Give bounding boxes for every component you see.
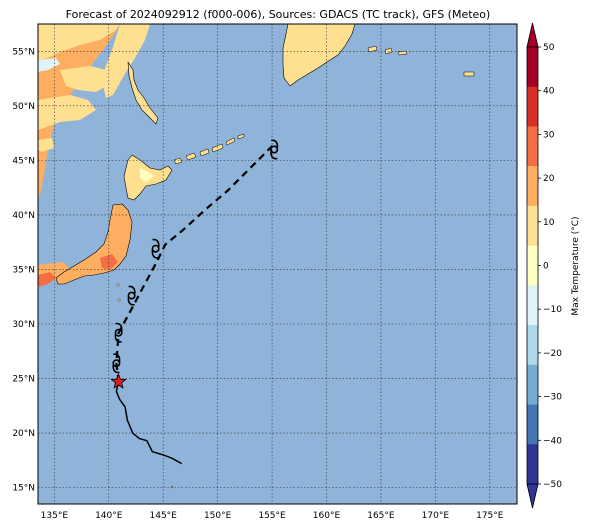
- kamchatka-peninsula: [282, 24, 356, 87]
- cyclone-arm-lower: [112, 364, 120, 374]
- cyclone-eye: [270, 145, 279, 154]
- lon-tick-label: 175°E: [476, 511, 504, 521]
- cyclone-arm-upper: [271, 139, 279, 149]
- cyclone-eye: [112, 359, 121, 368]
- cyclone-arm-upper: [128, 285, 136, 295]
- colorbar-segment: [527, 364, 538, 405]
- lon-tick-label: 145°E: [150, 511, 178, 521]
- lat-tick-label: 15°N: [12, 484, 35, 494]
- colorbar-segment: [527, 126, 538, 167]
- cyclone-arm-upper: [115, 322, 123, 332]
- colorbar-tick-label: −20: [543, 349, 562, 359]
- current-position-star-icon: [110, 373, 127, 389]
- axis-tick-labels: 135°E 140°E 145°E 150°E 155°E 160°E 165°E 170°E…: [12, 47, 503, 521]
- map-gridlines: [38, 24, 517, 504]
- colorbar-segment: [527, 47, 538, 88]
- colorbar-segment: [527, 166, 538, 207]
- lat-tick-label: 40°N: [12, 211, 35, 221]
- cyclone-arm-lower: [127, 296, 135, 306]
- lon-tick-label: 165°E: [367, 511, 395, 521]
- colorbar-upper-arrow: [526, 22, 539, 48]
- colorbar-lower-arrow: [526, 483, 539, 509]
- colorbar-tick-label: 40: [543, 87, 555, 97]
- colorbar-tick-label: −30: [543, 393, 562, 403]
- tropical-cyclone-icon: [114, 322, 123, 343]
- colorbar-tick-label: 20: [543, 174, 555, 184]
- izu-islands: [116, 283, 174, 489]
- lat-tick-label: 25°N: [12, 375, 35, 385]
- colorbar-segment: [527, 86, 538, 127]
- lat-tick-label: 55°N: [12, 47, 35, 57]
- lat-tick-label: 45°N: [12, 156, 35, 166]
- lon-tick-label: 170°E: [422, 511, 450, 521]
- lon-tick-label: 140°E: [95, 511, 123, 521]
- colorbar-tick-label: −10: [543, 305, 562, 315]
- lon-tick-label: 135°E: [41, 511, 69, 521]
- lat-tick-label: 20°N: [12, 429, 35, 439]
- tropical-cyclone-icon: [270, 139, 279, 160]
- colorbar-segment: [527, 285, 538, 326]
- colorbar-segment: [527, 404, 538, 445]
- colorbar-segment: [527, 444, 538, 485]
- map-frame: [37, 23, 518, 505]
- cyclone-arm-lower: [151, 249, 159, 259]
- lon-tick-label: 150°E: [204, 511, 232, 521]
- cyclone-arm-lower: [114, 333, 122, 343]
- colorbar-tick-label: 50: [543, 43, 555, 53]
- tropical-cyclone-icon: [151, 238, 160, 259]
- lon-tick-label: 155°E: [258, 511, 286, 521]
- cyclone-arm-lower: [270, 150, 278, 160]
- map-area: [38, 24, 517, 504]
- cyclone-eye: [151, 244, 160, 253]
- cyclone-eye: [114, 328, 123, 337]
- lat-tick-label: 30°N: [12, 320, 35, 330]
- lon-tick-label: 160°E: [313, 511, 341, 521]
- colorbar-tick-label: 0: [543, 262, 549, 272]
- tropical-cyclone-icon: [112, 353, 121, 374]
- colorbar-tick-label: 30: [543, 130, 555, 140]
- asia-mainland: [38, 24, 150, 287]
- past-track-line: [115, 381, 183, 465]
- colorbar-tick-label: −50: [543, 480, 562, 490]
- sakhalin-island: [127, 61, 159, 125]
- lat-tick-label: 50°N: [12, 102, 35, 112]
- colorbar-tick-label: 10: [543, 218, 555, 228]
- colorbar-tick-label: −40: [543, 436, 562, 446]
- colorbar-segment: [527, 205, 538, 246]
- cyclone-eye: [127, 291, 136, 300]
- aleutian-islands: [367, 45, 475, 77]
- colorbar-label: Max Temperature (°C): [571, 216, 581, 315]
- colorbar-segment: [527, 245, 538, 286]
- map-title: Forecast of 2024092912 (f000-006), Sourc…: [66, 8, 491, 21]
- tropical-cyclone-icon: [127, 285, 136, 306]
- cyclone-track: [110, 139, 279, 465]
- cyclone-arm-upper: [152, 238, 160, 248]
- lat-tick-label: 35°N: [12, 265, 35, 275]
- colorbar-segment: [527, 325, 538, 366]
- colorbar: 50 40 30 20 10 0 −10 −20 −30 −40 −50: [526, 22, 562, 509]
- forecast-track-line: [115, 143, 275, 382]
- cyclone-arm-upper: [113, 353, 121, 363]
